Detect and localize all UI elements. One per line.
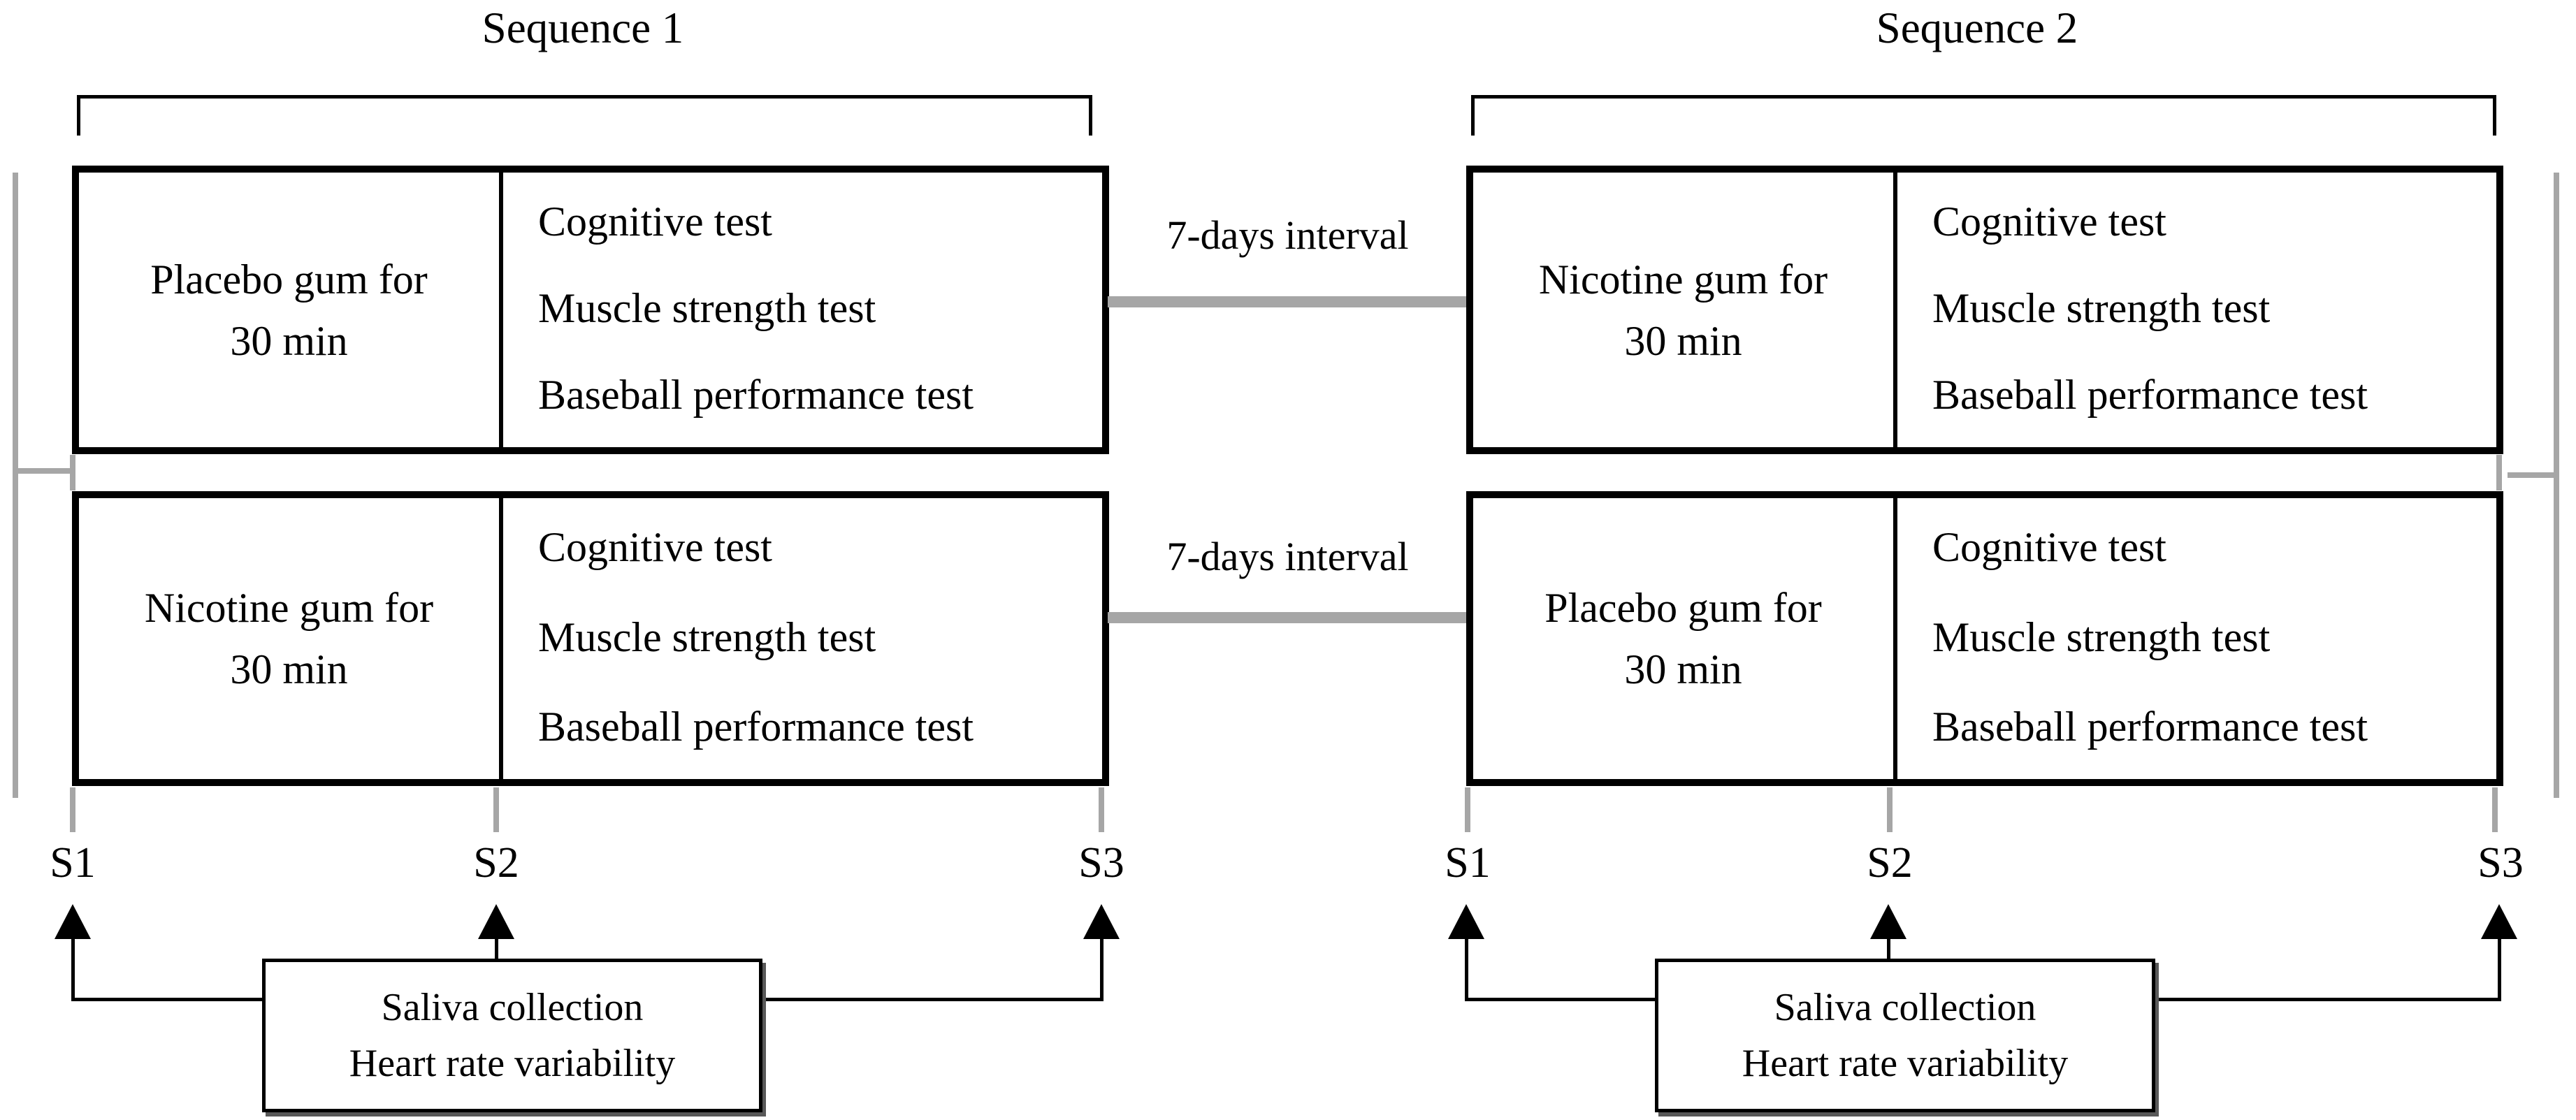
intervention-text: Placebo gum for [150,256,428,303]
seq2-s1-arrow-stem [1465,938,1468,1001]
intervention-text: Nicotine gum for [144,585,434,631]
intervention-duration: 30 min [230,646,348,692]
seq2-s1-arrow-icon [1448,904,1484,939]
test-item: Baseball performance test [1932,704,2368,750]
measure-line: Saliva collection [381,986,644,1029]
seq1-s2-tick [493,787,499,832]
sequence1-session1-intervention-cell: Placebo gum for 30 min [79,173,503,447]
seq2-connector-right [2155,998,2501,1001]
sequence1-session1-box: Placebo gum for 30 min Cognitive test Mu… [72,166,1109,454]
seq1-connector-right [762,998,1104,1001]
seq1-connector-left [71,998,262,1001]
test-item: Muscle strength test [538,285,876,331]
interval-connector-row1 [1108,296,1468,307]
sequence1-session2-box: Nicotine gum for 30 min Cognitive test M… [72,491,1109,786]
test-item: Baseball performance test [538,372,974,418]
seq1-s3-arrow-icon [1083,904,1120,939]
seq1-s2-label: S2 [473,839,519,887]
sequence1-session2-intervention-cell: Nicotine gum for 30 min [79,498,503,779]
right-edge-stub [2496,455,2502,490]
seq2-s3-arrow-icon [2481,904,2517,939]
sequence2-title: Sequence 2 [1876,3,2078,52]
seq2-s2-label: S2 [1867,839,1913,887]
left-edge-branch [13,468,72,474]
sequence2-session2-intervention-cell: Placebo gum for 30 min [1473,498,1897,779]
sequence2-bracket [1471,95,2496,136]
seq1-s1-arrow-icon [55,904,91,939]
measure-line: Heart rate variability [1742,1042,2069,1085]
sequence1-session1-tests-cell: Cognitive test Muscle strength test Base… [503,173,1102,447]
sequence1-bracket [77,95,1092,136]
seq2-s2-tick [1887,787,1893,832]
test-item: Cognitive test [538,198,772,245]
sequence1-title: Sequence 1 [482,3,684,52]
measure-line: Saliva collection [1774,986,2036,1029]
sequence2-measures-box: Saliva collection Heart rate variability [1655,959,2155,1112]
interval-label-row2: 7-days interval [1166,534,1409,579]
seq1-s1-tick [70,787,75,832]
seq1-s3-arrow-stem [1100,938,1104,1001]
right-edge-line [2554,173,2559,798]
test-item: Baseball performance test [1932,372,2368,418]
intervention-duration: 30 min [1624,317,1742,364]
seq2-s2-arrow-stem [1887,938,1890,960]
test-item: Baseball performance test [538,704,974,750]
seq1-s2-arrow-icon [478,904,514,939]
sequence2-session1-tests-cell: Cognitive test Muscle strength test Base… [1897,173,2496,447]
seq2-s3-tick [2492,787,2498,832]
seq1-s3-label: S3 [1078,839,1124,887]
interval-label-row1: 7-days interval [1166,212,1409,258]
seq2-s3-arrow-stem [2498,938,2501,1001]
left-edge-line [13,173,18,798]
sequence1-session2-tests-cell: Cognitive test Muscle strength test Base… [503,498,1102,779]
sequence2-session2-box: Placebo gum for 30 min Cognitive test Mu… [1466,491,2503,786]
sequence2-session2-tests-cell: Cognitive test Muscle strength test Base… [1897,498,2496,779]
test-item: Muscle strength test [1932,613,2271,660]
intervention-duration: 30 min [1624,646,1742,692]
seq1-s3-tick [1099,787,1104,832]
interval-connector-row2 [1108,612,1468,623]
seq2-s1-label: S1 [1445,839,1491,887]
intervention-duration: 30 min [230,317,348,364]
seq2-s3-label: S3 [2477,839,2524,887]
test-item: Cognitive test [1932,524,2166,570]
test-item: Muscle strength test [1932,285,2271,331]
seq2-s1-tick [1465,787,1470,832]
left-edge-stub [70,455,75,490]
test-item: Cognitive test [538,524,772,570]
seq2-connector-left [1465,998,1655,1001]
sequence2-session1-box: Nicotine gum for 30 min Cognitive test M… [1466,166,2503,454]
intervention-text: Placebo gum for [1544,585,1822,631]
test-item: Cognitive test [1932,198,2166,245]
sequence2-session1-intervention-cell: Nicotine gum for 30 min [1473,173,1897,447]
sequence1-measures-box: Saliva collection Heart rate variability [262,959,762,1112]
seq1-s2-arrow-stem [495,938,498,960]
right-edge-branch [2508,472,2556,478]
test-item: Muscle strength test [538,613,876,660]
intervention-text: Nicotine gum for [1538,256,1828,303]
seq1-s1-label: S1 [50,839,96,887]
seq2-s2-arrow-icon [1870,904,1906,939]
measure-line: Heart rate variability [349,1042,676,1085]
seq1-s1-arrow-stem [71,938,75,1001]
